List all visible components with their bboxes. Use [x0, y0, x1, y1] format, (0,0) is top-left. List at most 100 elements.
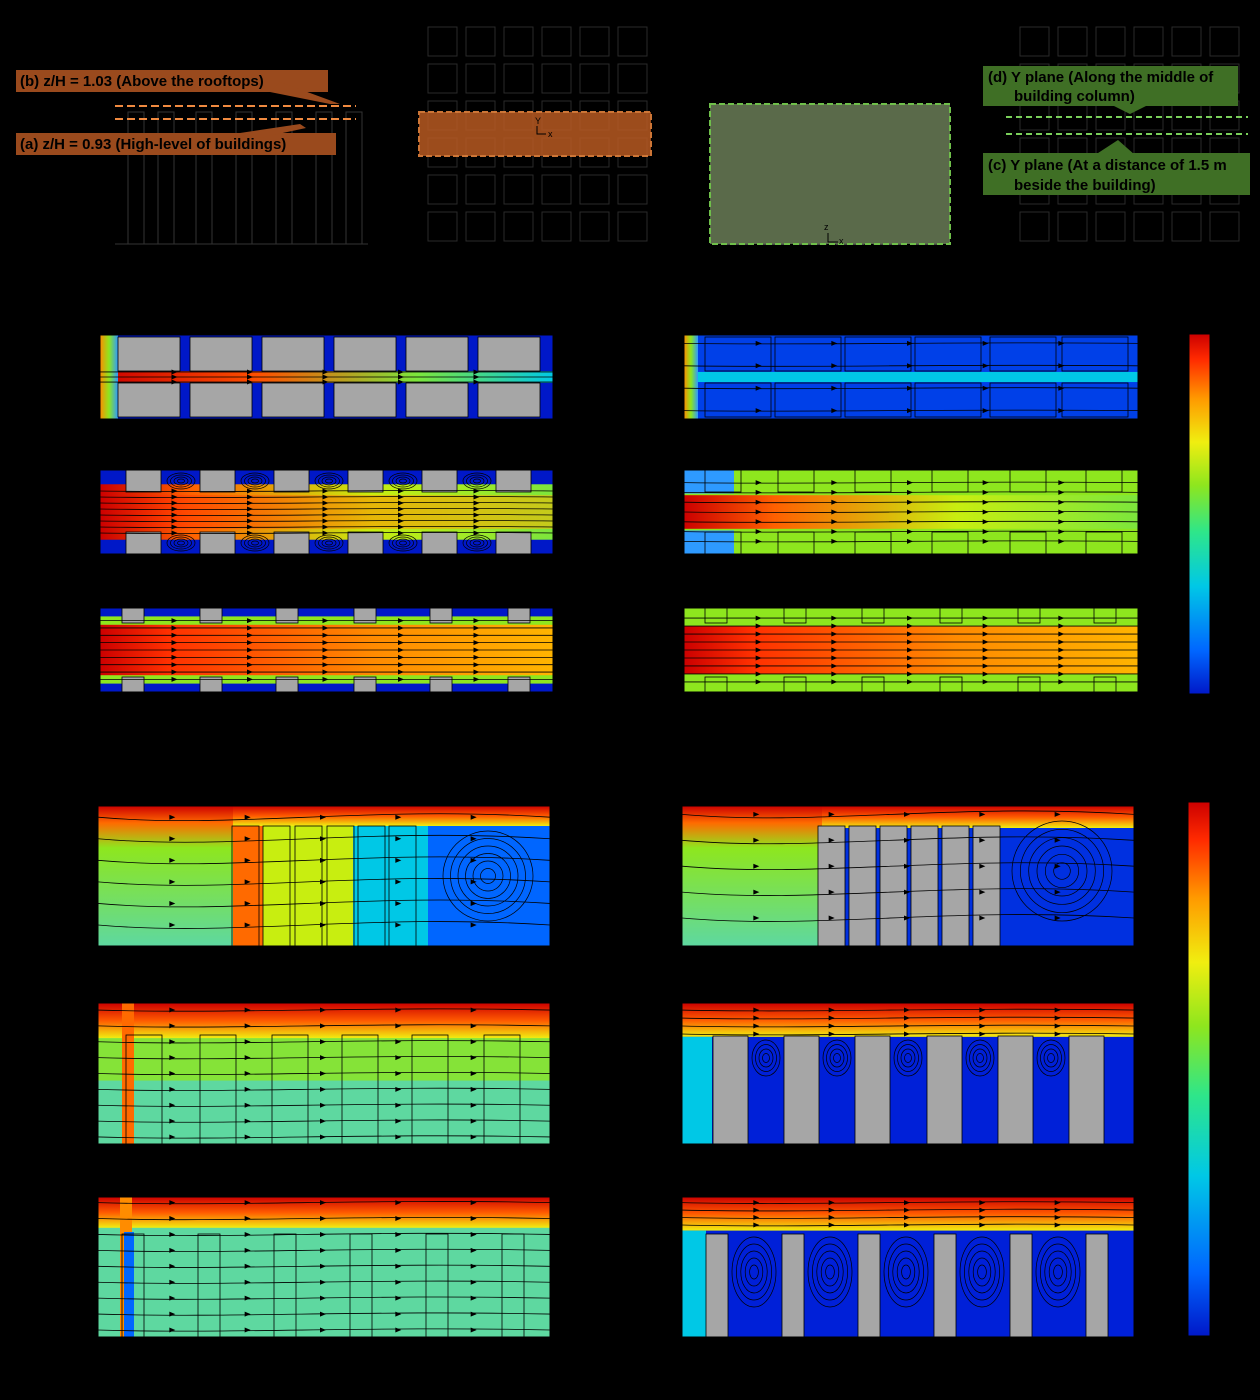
streamline-arrow: [171, 379, 178, 385]
streamline-arrow: [470, 879, 477, 885]
streamline-arrow: [907, 615, 913, 621]
building-0: [712, 1035, 749, 1145]
title-yplane-beside: Y plane (At a distance of 1.5 m beside t…: [100, 768, 575, 791]
vortex-line: [247, 538, 263, 548]
streamline-arrow: [244, 1055, 251, 1061]
plan-building-r5c1: [465, 211, 496, 242]
streamline-arrow: [470, 922, 477, 928]
streamline-arrow: [1058, 385, 1065, 391]
streamline-arrow: [831, 408, 838, 414]
streamline-arrow: [979, 837, 986, 843]
streamline-arrow: [473, 618, 480, 624]
streamline-arrow: [244, 1263, 251, 1269]
streamline-arrow: [828, 1031, 835, 1037]
streamline-arrow: [395, 1327, 402, 1333]
streamline-arrow: [398, 632, 404, 638]
streamline: [683, 511, 1139, 513]
streamline-arrow: [320, 1231, 326, 1237]
plan-building-r1c5: [617, 63, 648, 94]
streamline: [97, 856, 551, 865]
inlet-zone: [684, 335, 698, 419]
streamline-arrow: [904, 863, 910, 869]
building-bottom-2: [273, 531, 310, 555]
streamline: [99, 649, 554, 651]
streamline-arrow: [753, 889, 760, 895]
streamline-arrow: [398, 369, 404, 375]
streamline-arrow: [247, 640, 253, 646]
streamline-arrow: [398, 647, 404, 653]
panel-frame: [99, 607, 554, 693]
streamline-arrow: [395, 1039, 402, 1045]
building-top-1: [189, 336, 253, 372]
streamline-arrow: [828, 1207, 835, 1213]
building-3: [910, 825, 939, 947]
streamline-arrow: [247, 654, 253, 660]
streamline: [683, 681, 1139, 683]
streamline-arrow: [247, 518, 253, 524]
streamline-arrow: [244, 1231, 251, 1237]
streamline-arrow: [982, 671, 989, 677]
streamline-arrow: [395, 1263, 402, 1269]
streamline-arrow: [171, 494, 178, 500]
plan-building-r5c0: [427, 211, 458, 242]
streamline-arrow: [907, 489, 913, 495]
streamline-arrow: [169, 857, 176, 863]
streamline-arrow: [398, 379, 404, 385]
streamline-arrow: [244, 857, 251, 863]
building-5: [1085, 1233, 1109, 1338]
vortex-line: [392, 536, 414, 550]
roof-outline-top-5: [1061, 336, 1129, 372]
streamline-arrow: [169, 1102, 176, 1108]
row-label-lambda: λ: [595, 892, 615, 901]
colorbar-bottom: [1187, 801, 1211, 1337]
section-axis-z: z: [824, 222, 829, 232]
streamline-arrow: [831, 480, 838, 486]
vortex-line: [968, 1250, 996, 1294]
streamline-arrow: [398, 506, 404, 512]
streamline-arrow: [982, 615, 989, 621]
building-3: [933, 1233, 957, 1338]
streamline-arrow: [831, 631, 838, 637]
streamline-arrow: [831, 489, 838, 495]
streamline-arrow: [1058, 647, 1065, 653]
streamline-arrow: [247, 494, 253, 500]
row-label-lambda: λ: [595, 672, 615, 681]
streamline-arrow: [171, 640, 178, 646]
building-top-3: [347, 469, 384, 493]
building-4: [1009, 1233, 1033, 1338]
streamline-arrow: [1058, 679, 1065, 685]
streamline-arrow: [473, 625, 480, 631]
building-top-3: [333, 336, 397, 372]
streamline-arrow: [320, 1311, 326, 1317]
vortex-line: [833, 1053, 841, 1063]
streamline-arrow: [473, 647, 480, 653]
row-label-9: λp=0.76: [595, 839, 621, 900]
streamline-arrow: [171, 374, 178, 380]
streamline-arrow: [1058, 538, 1065, 544]
vortex-line: [749, 1264, 759, 1280]
streamline-arrow: [171, 625, 178, 631]
streamline-arrow: [169, 814, 176, 820]
row-label-sub: p: [607, 885, 621, 892]
streamline-arrow: [473, 506, 480, 512]
building-top-1: [199, 469, 236, 493]
gap-flow: [263, 826, 353, 946]
streamline-arrow: [755, 408, 762, 414]
plan-right-building-r0c3: [1133, 26, 1164, 57]
streamline-arrow: [979, 1031, 986, 1037]
streamline-arrow: [244, 1200, 251, 1206]
row-label-7: λp=0.25: [10, 1044, 36, 1105]
streamline-arrow: [247, 676, 253, 682]
streamline-arrow: [470, 1118, 477, 1124]
streamline-arrow: [169, 1247, 176, 1253]
title-zh103: z/H = 1.03 (Above the rooftops): [693, 297, 985, 320]
plan-building-r0c4: [579, 26, 610, 57]
streamline: [681, 1201, 1135, 1204]
streamline-arrow: [907, 663, 913, 669]
streamline-arrow: [982, 529, 989, 535]
building-1: [848, 825, 877, 947]
vortex-line: [395, 476, 411, 486]
schematic-section-view: [115, 111, 368, 245]
callout-d-text-1: (d) Y plane (Along the middle of: [988, 69, 1214, 86]
streamline-arrow: [322, 625, 329, 631]
